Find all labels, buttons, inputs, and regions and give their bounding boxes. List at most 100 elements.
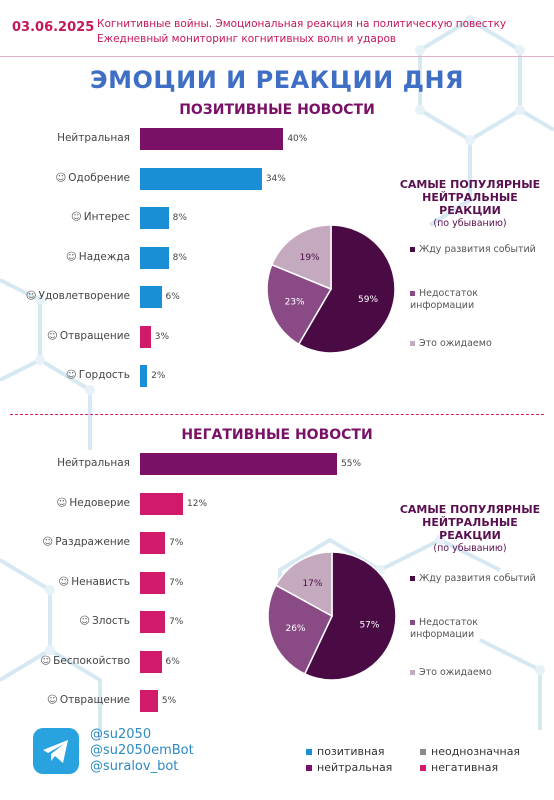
negative-value-6: 5% [161,696,177,706]
anger-emoji-icon: ☺ [79,615,91,627]
header-subtitle-1: Когнитивные войны. Эмоциональная реакция… [97,18,507,30]
positive-label-text-4: Удовлетворение [38,290,130,302]
positive-pie-slice-label-1: 23% [285,297,305,307]
positive-bar-0 [140,128,284,150]
negative-bar-4 [140,611,166,633]
positive-pie-slice-2 [270,224,332,291]
positive-label-6: ☺ Гордость [66,369,130,381]
negative-value-4: 7% [169,617,184,627]
positive-pie-legend-label-1: Недостаток информации [410,288,479,311]
positive-label-text-2: Интерес [83,211,130,223]
positive-pie-legend-label-0: Жду развития событий [419,244,536,255]
positive-label-4: ☺ Удовлетворение [26,290,130,302]
legend-ambiguous-label: неоднозначная [431,745,521,758]
satisfaction-emoji-icon: ☺ [25,290,37,302]
interest-emoji-icon: ☺ [70,211,82,223]
report-date: 03.06.2025 [12,20,95,35]
negative-value-2: 7% [169,538,184,548]
negative-pie-legend-label-2: Это ожидаемо [419,667,492,678]
positive-pie-legend-swatch-0 [410,247,415,252]
negative-label-text-2: Раздражение [55,536,130,548]
pride-emoji-icon: ☺ [65,369,77,381]
positive-value-2: 8% [172,213,187,223]
negative-pie-legend-item-1: Недостаток информации [410,617,545,641]
negative-bar-1 [140,492,183,515]
negative-pie-legend-item-2: Это ожидаемо [410,667,545,679]
negative-pie-slice-2 [274,551,333,618]
positive-pie-legend-swatch-2 [410,341,415,346]
legend-positive-swatch [306,749,312,755]
disgust-emoji-icon: ☺ [46,329,58,342]
header-subtitle-2: Ежедневный мониторинг когнитивных волн и… [97,33,397,45]
positive-pie-legend-swatch-1 [410,291,415,296]
legend-positive: позитивная [306,745,385,758]
negative-value-0: 55% [341,459,362,469]
handle-link-2[interactable]: @su2050emBot [90,743,194,758]
negative-pie-heading: САМЫЕ ПОПУЛЯРНЫЕ НЕЙТРАЛЬНЫЕ РЕАКЦИИ [399,503,541,542]
legend-negative-label: негативная [431,761,499,774]
positive-bar-6 [140,365,148,387]
legend-positive-label: позитивная [317,745,385,758]
telegram-logo-icon[interactable] [33,728,79,774]
legend-neutral-swatch [306,765,312,771]
negative-label-1: ☺ Недоверие [56,497,130,509]
positive-news-title: ПОЗИТИВНЫЕ НОВОСТИ [179,102,375,118]
positive-label-text-5: Отвращение [59,329,130,342]
negative-pie-slice-label-1: 26% [285,624,305,634]
negative-news-title: НЕГАТИВНЫЕ НОВОСТИ [181,427,373,443]
positive-value-0: 40% [287,134,308,144]
positive-pie-legend-item-2: Это ожидаемо [410,338,545,350]
negative-pie-legend-label-1: Недостаток информации [410,617,479,640]
negative-pie-title: САМЫЕ ПОПУЛЯРНЫЕ НЕЙТРАЛЬНЫЕ РЕАКЦИИ (по… [390,503,550,555]
irritation-emoji-icon: ☺ [42,536,54,548]
disgust-emoji-icon: ☺ [46,694,58,706]
hatred-emoji-icon: ☺ [58,575,70,588]
negative-label-text-6: Отвращение [59,694,130,706]
negative-bar-3 [140,571,166,594]
negative-bar-0 [140,453,338,475]
positive-bar-3 [140,246,169,269]
negative-pie-slice-0 [303,551,397,681]
negative-label-text-0: Нейтральная [57,457,130,469]
handle-link-3[interactable]: @suralov_bot [90,759,179,774]
negative-value-3: 7% [169,577,184,588]
positive-label-text-0: Нейтральная [57,132,130,144]
negative-label-4: ☺ Злость [79,615,130,627]
positive-bar-2 [140,207,169,229]
negative-label-2: ☺ Раздражение [42,536,130,548]
negative-pie-slice-label-0: 57% [359,620,379,630]
negative-pie-slice-label-2: 17% [302,579,322,589]
positive-pie-chart: 59% 23% 19% [266,224,396,354]
legend-ambiguous-swatch [420,749,426,755]
negative-label-text-3: Ненависть [71,575,130,588]
negative-bar-6 [140,690,158,712]
positive-pie-legend-label-2: Это ожидаемо [419,338,492,349]
negative-label-text-4: Злость [92,615,130,627]
negative-bar-2 [140,532,166,554]
positive-label-3: ☺ Надежда [66,251,130,263]
negative-label-3: ☺ Ненависть [58,576,130,588]
negative-pie-legend-swatch-2 [410,670,415,675]
negative-pie-legend-swatch-1 [410,620,415,625]
positive-value-4: 6% [165,292,180,302]
legend-negative: негативная [420,761,498,774]
positive-label-1: ☺ Одобрение [55,172,130,184]
handle-link-1[interactable]: @su2050 [90,727,152,742]
positive-pie-slice-label-2: 19% [300,253,320,263]
anxiety-emoji-icon: ☺ [40,654,52,667]
hope-emoji-icon: ☺ [65,250,77,263]
section-divider [10,414,544,415]
positive-label-text-6: Гордость [78,369,130,381]
negative-value-1: 12% [187,498,208,509]
legend-neutral: нейтральная [306,761,392,774]
legend-negative-swatch [420,765,426,771]
positive-label-text-3: Надежда [78,250,130,263]
positive-value-6: 2% [151,371,166,381]
positive-pie-title: САМЫЕ ПОПУЛЯРНЫЕ НЕЙТРАЛЬНЫЕ РЕАКЦИИ (по… [390,178,550,230]
positive-label-text-1: Одобрение [68,171,130,184]
positive-bar-5 [140,325,151,348]
legend-neutral-label: нейтральная [317,761,393,774]
positive-pie-slice-0 [297,224,396,354]
positive-value-3: 8% [172,252,187,263]
header-divider [0,56,554,57]
